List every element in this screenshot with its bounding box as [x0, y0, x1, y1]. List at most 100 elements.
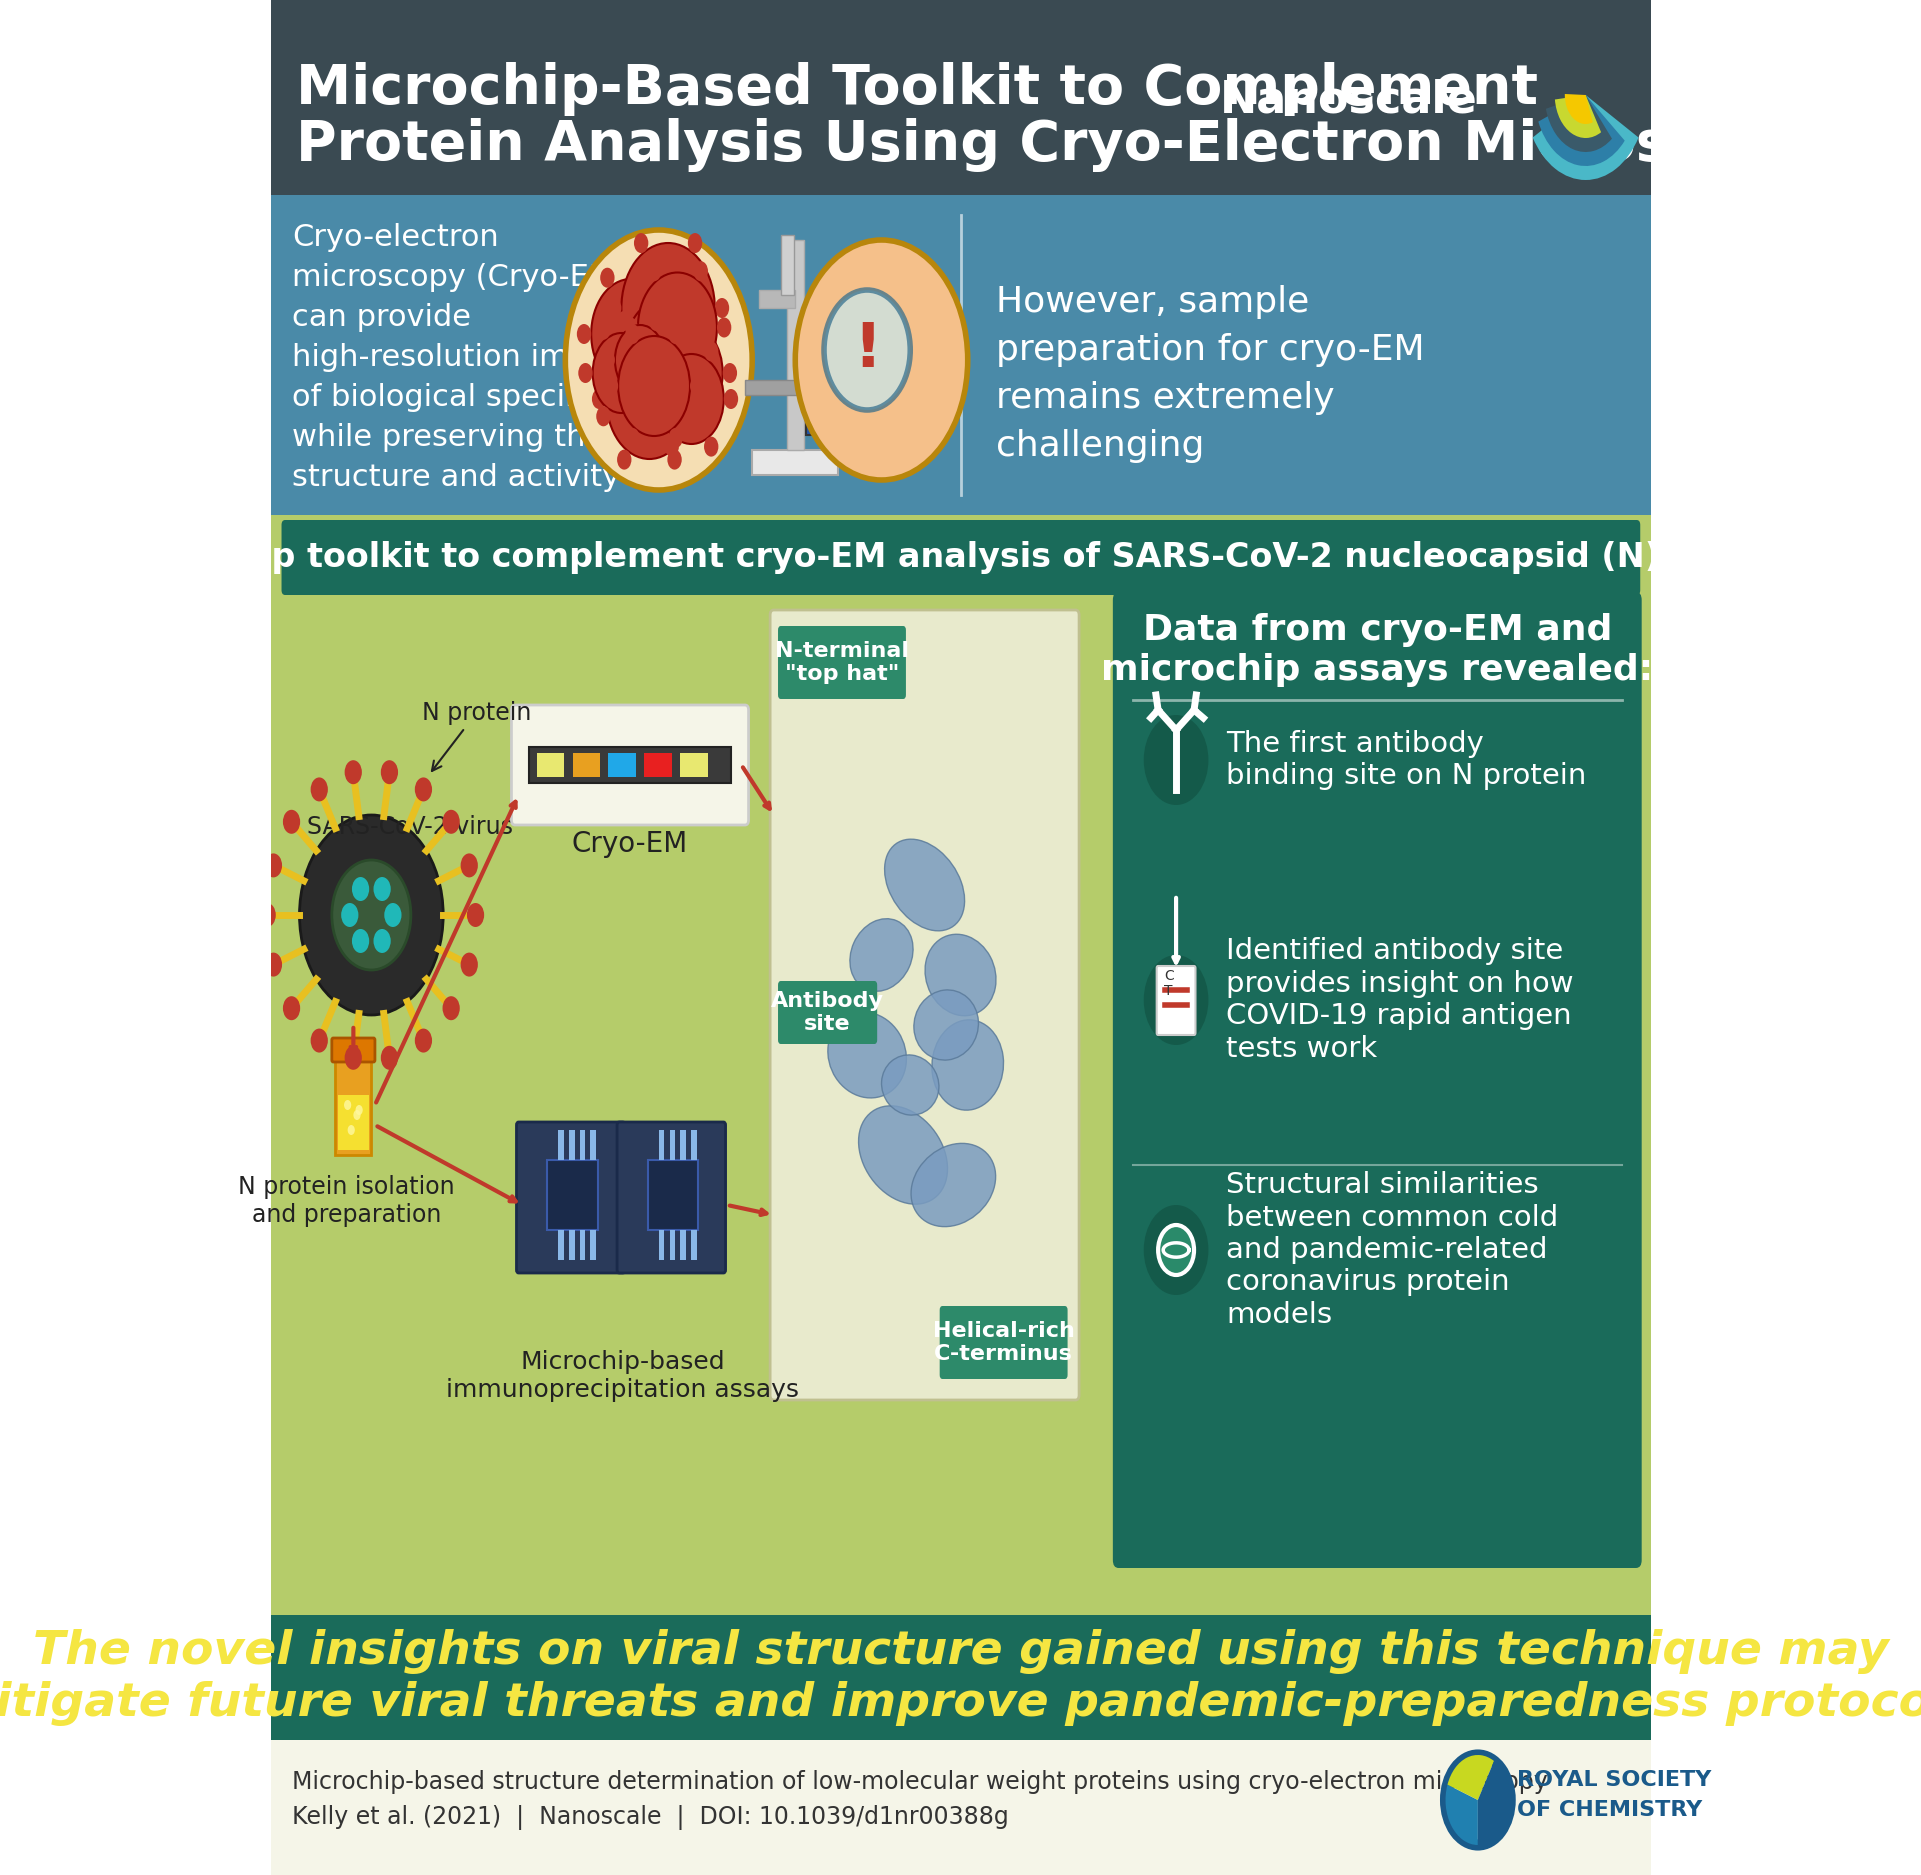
Circle shape	[576, 324, 592, 343]
Circle shape	[373, 928, 390, 952]
Wedge shape	[1445, 1785, 1477, 1845]
FancyBboxPatch shape	[617, 1121, 726, 1273]
Circle shape	[1158, 1224, 1195, 1275]
Circle shape	[353, 1110, 361, 1119]
Text: The first antibody
binding site on N protein: The first antibody binding site on N pro…	[1226, 729, 1587, 789]
FancyBboxPatch shape	[786, 240, 803, 450]
FancyBboxPatch shape	[271, 1740, 1650, 1875]
Circle shape	[617, 311, 632, 332]
FancyBboxPatch shape	[580, 1131, 586, 1161]
Ellipse shape	[914, 990, 978, 1059]
FancyBboxPatch shape	[659, 1230, 665, 1260]
FancyBboxPatch shape	[692, 1131, 697, 1161]
Circle shape	[632, 321, 647, 339]
Circle shape	[703, 437, 718, 457]
Circle shape	[601, 351, 615, 369]
FancyBboxPatch shape	[271, 1614, 1650, 1740]
Circle shape	[647, 381, 661, 399]
Circle shape	[342, 904, 359, 926]
Circle shape	[442, 810, 459, 834]
Text: Cryo-electron: Cryo-electron	[292, 223, 499, 251]
Circle shape	[592, 279, 670, 388]
FancyBboxPatch shape	[530, 746, 730, 784]
Circle shape	[724, 388, 738, 409]
Circle shape	[659, 311, 672, 332]
Circle shape	[615, 324, 665, 396]
FancyBboxPatch shape	[670, 1131, 676, 1161]
Circle shape	[693, 261, 709, 281]
Circle shape	[592, 388, 607, 409]
Circle shape	[715, 298, 730, 319]
Wedge shape	[1477, 1761, 1510, 1800]
Circle shape	[665, 351, 680, 369]
Circle shape	[1143, 954, 1208, 1044]
Ellipse shape	[828, 1013, 907, 1099]
Circle shape	[632, 407, 647, 426]
Circle shape	[624, 317, 638, 337]
Text: high-resolution images: high-resolution images	[292, 343, 642, 371]
Circle shape	[795, 240, 968, 480]
Circle shape	[352, 878, 369, 902]
Circle shape	[670, 289, 686, 309]
FancyBboxPatch shape	[572, 754, 599, 776]
Ellipse shape	[882, 1056, 939, 1116]
Circle shape	[265, 952, 282, 977]
Text: microscopy (Cryo-EM): microscopy (Cryo-EM)	[292, 262, 628, 292]
Circle shape	[265, 853, 282, 878]
Circle shape	[667, 328, 682, 349]
FancyBboxPatch shape	[670, 1230, 676, 1260]
FancyBboxPatch shape	[939, 1307, 1068, 1378]
Ellipse shape	[859, 1106, 947, 1204]
Text: structure and activity: structure and activity	[292, 463, 620, 491]
Text: SARS-CoV-2 virus: SARS-CoV-2 virus	[307, 816, 513, 838]
Circle shape	[355, 1104, 363, 1116]
FancyBboxPatch shape	[1112, 592, 1642, 1568]
FancyBboxPatch shape	[332, 1039, 375, 1061]
Circle shape	[332, 861, 411, 969]
Circle shape	[344, 759, 361, 784]
Circle shape	[599, 381, 615, 399]
FancyBboxPatch shape	[569, 1230, 574, 1260]
Circle shape	[373, 878, 390, 902]
FancyBboxPatch shape	[1156, 966, 1195, 1035]
Text: Kelly et al. (2021)  |  Nanoscale  |  DOI: 10.1039/d1nr00388g: Kelly et al. (2021) | Nanoscale | DOI: 1…	[292, 1806, 1009, 1830]
Wedge shape	[1546, 96, 1612, 152]
Circle shape	[565, 231, 753, 489]
Circle shape	[594, 334, 649, 412]
Text: Identified antibody site
provides insight on how
COVID-19 rapid antigen
tests wo: Identified antibody site provides insigh…	[1226, 938, 1573, 1063]
Circle shape	[703, 341, 718, 362]
Text: Antibody
site: Antibody site	[770, 990, 884, 1035]
Circle shape	[688, 364, 703, 382]
Circle shape	[613, 338, 626, 356]
Circle shape	[645, 388, 659, 409]
Text: Cryo-EM: Cryo-EM	[572, 831, 688, 859]
FancyBboxPatch shape	[580, 1230, 586, 1260]
Ellipse shape	[884, 840, 964, 930]
Circle shape	[665, 437, 678, 457]
FancyBboxPatch shape	[753, 450, 838, 474]
FancyBboxPatch shape	[778, 981, 878, 1044]
Circle shape	[348, 1125, 355, 1134]
Circle shape	[665, 341, 678, 362]
FancyBboxPatch shape	[609, 754, 636, 776]
Circle shape	[352, 928, 369, 952]
Text: Microchip-based
immunoprecipitation assays: Microchip-based immunoprecipitation assa…	[446, 1350, 799, 1402]
FancyBboxPatch shape	[692, 1230, 697, 1260]
FancyBboxPatch shape	[680, 1230, 686, 1260]
FancyBboxPatch shape	[271, 195, 1650, 516]
FancyBboxPatch shape	[547, 1161, 597, 1230]
Circle shape	[344, 1046, 361, 1071]
Circle shape	[344, 1101, 352, 1110]
Text: can provide: can provide	[292, 304, 471, 332]
Circle shape	[649, 364, 665, 382]
Circle shape	[626, 428, 640, 448]
Circle shape	[259, 904, 277, 926]
FancyBboxPatch shape	[559, 1230, 565, 1260]
FancyBboxPatch shape	[659, 1131, 665, 1161]
Circle shape	[647, 261, 661, 281]
FancyBboxPatch shape	[590, 1230, 596, 1260]
Ellipse shape	[932, 1020, 1003, 1110]
FancyBboxPatch shape	[336, 1056, 371, 1155]
Circle shape	[1143, 714, 1208, 804]
Text: while preserving their native: while preserving their native	[292, 424, 730, 452]
